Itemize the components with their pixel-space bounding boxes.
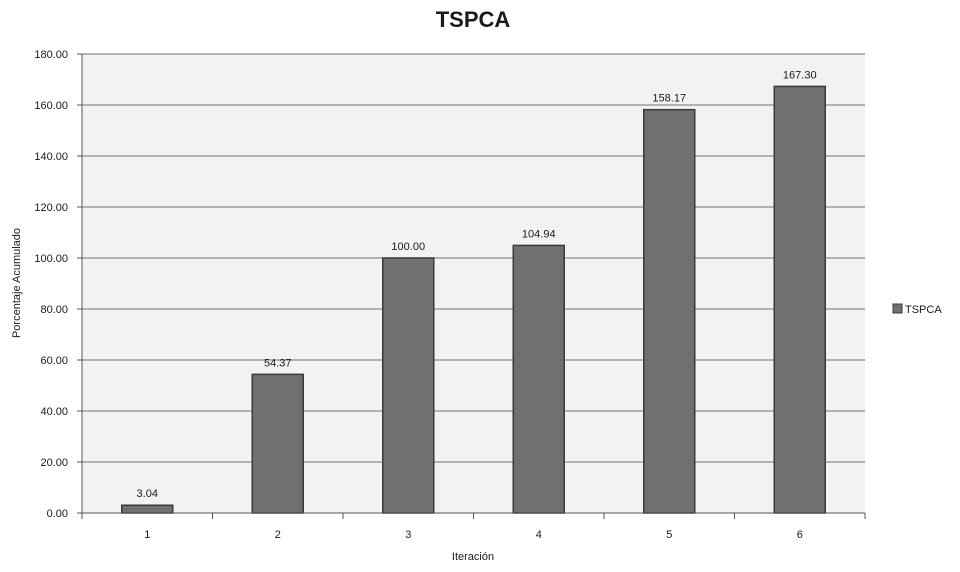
bar-2 xyxy=(251,373,304,514)
legend-label: TSPCA xyxy=(905,304,942,316)
x-axis-label: Iteración xyxy=(452,551,494,563)
x-tick-label-1: 1 xyxy=(144,529,150,541)
y-tick-label-0: 0.00 xyxy=(47,508,68,520)
y-tick-label-3: 60.00 xyxy=(40,355,68,367)
data-label-2: 54.37 xyxy=(264,357,292,369)
y-tick-label-2: 40.00 xyxy=(40,406,68,418)
data-label-5: 158.17 xyxy=(652,93,686,105)
data-label-1: 3.04 xyxy=(137,488,158,500)
x-tick-label-4: 4 xyxy=(536,529,542,541)
x-tick-label-2: 2 xyxy=(275,529,281,541)
y-tick-label-6: 120.00 xyxy=(34,202,68,214)
x-tick-label-3: 3 xyxy=(405,529,411,541)
bar-3 xyxy=(382,257,435,514)
legend-swatch xyxy=(892,303,903,314)
y-tick-label-1: 20.00 xyxy=(40,457,68,469)
bar-5 xyxy=(643,108,696,514)
bar-1 xyxy=(121,504,174,514)
chart-title: TSPCA xyxy=(436,7,511,32)
plot-area xyxy=(82,54,865,513)
legend: TSPCA xyxy=(892,303,942,316)
y-tick-label-8: 160.00 xyxy=(34,100,68,112)
x-tick-label-6: 6 xyxy=(797,529,803,541)
y-tick-label-5: 100.00 xyxy=(34,253,68,265)
y-tick-label-9: 180.00 xyxy=(34,49,68,61)
y-axis-label: Porcentaje Acumulado xyxy=(11,228,23,338)
x-tick-label-5: 5 xyxy=(666,529,672,541)
bar-4 xyxy=(512,244,565,514)
data-label-6: 167.30 xyxy=(783,69,817,81)
data-label-4: 104.94 xyxy=(522,228,556,240)
y-tick-label-4: 80.00 xyxy=(40,304,68,316)
data-label-3: 100.00 xyxy=(391,241,425,253)
bar-6 xyxy=(773,85,826,514)
y-tick-label-7: 140.00 xyxy=(34,151,68,163)
